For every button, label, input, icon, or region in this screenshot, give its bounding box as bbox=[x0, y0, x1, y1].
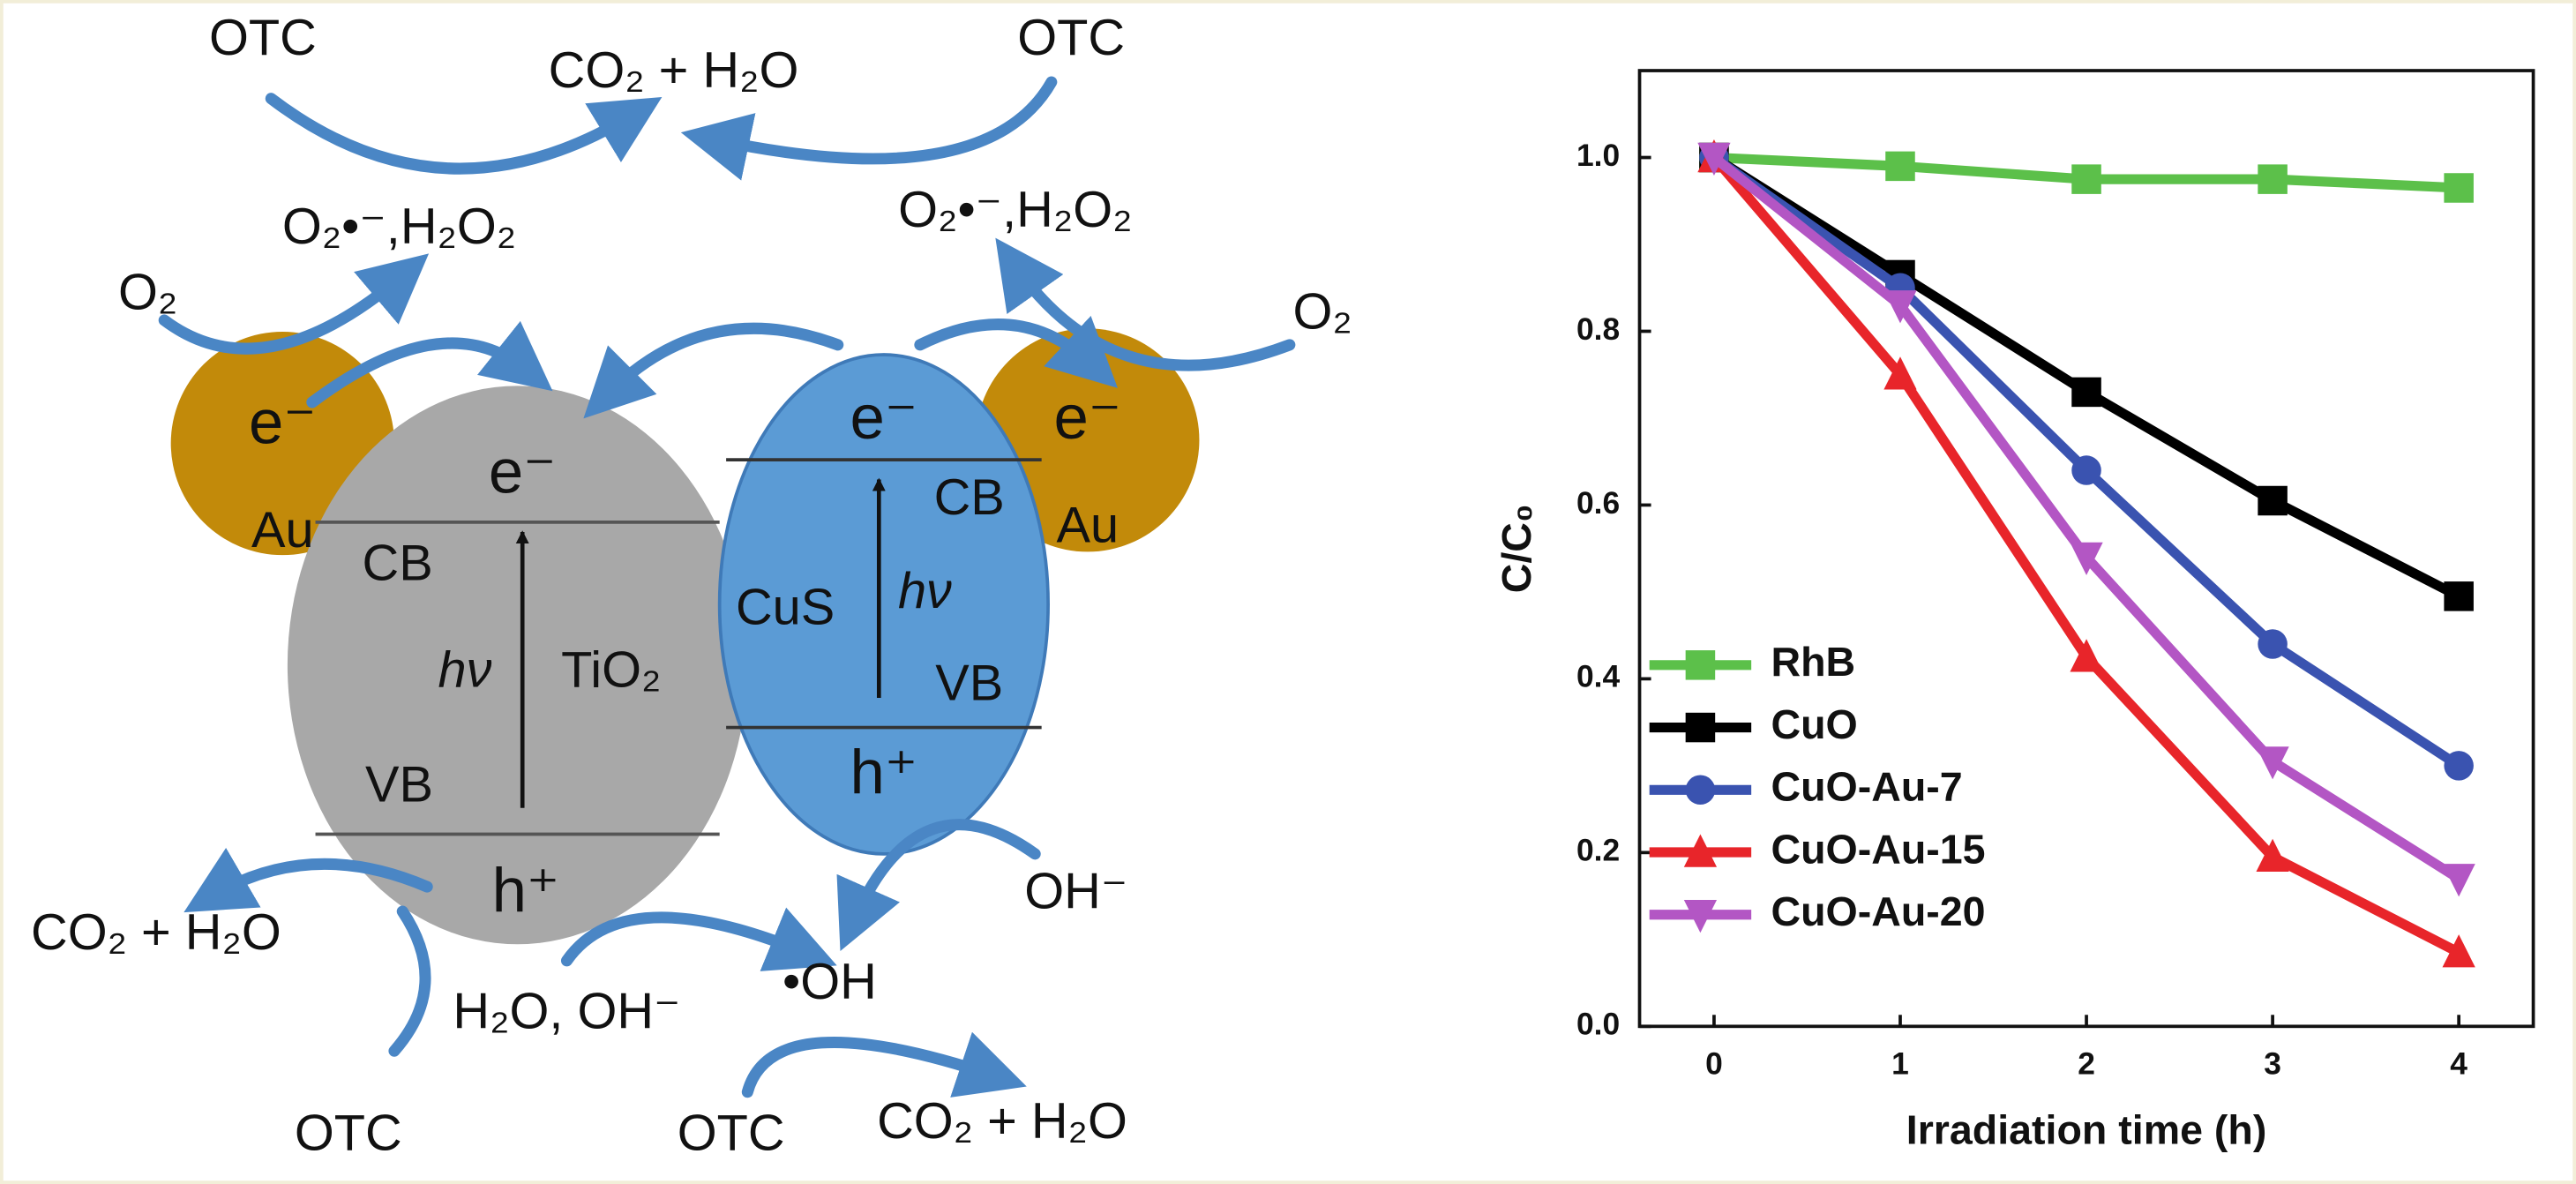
label: e⁻ bbox=[489, 436, 557, 506]
label: O₂•⁻,H₂O₂ bbox=[282, 199, 516, 255]
electron-arrow bbox=[914, 315, 1118, 388]
label: e⁻ bbox=[1053, 382, 1121, 452]
y-tick-label: 0.0 bbox=[1576, 1008, 1620, 1042]
series-line bbox=[1711, 153, 2461, 601]
reaction-arrow bbox=[183, 847, 433, 913]
legend-marker bbox=[1685, 712, 1716, 743]
label: O₂•⁻,H₂O₂ bbox=[898, 182, 1132, 238]
legend-label: CuO-Au-20 bbox=[1771, 888, 1986, 934]
y-tick-label: 0.6 bbox=[1576, 486, 1620, 521]
y-tick-label: 0.8 bbox=[1576, 312, 1620, 347]
marker bbox=[2442, 864, 2475, 897]
reaction-arrow bbox=[265, 93, 663, 175]
legend-marker bbox=[1683, 899, 1718, 933]
x-tick-label: 3 bbox=[2264, 1046, 2281, 1081]
marker bbox=[2444, 581, 2474, 611]
x-axis-label: Irradiation time (h) bbox=[1906, 1107, 2267, 1153]
label: OTC bbox=[209, 10, 317, 66]
x-tick-label: 2 bbox=[2078, 1046, 2095, 1081]
marker bbox=[1885, 151, 1915, 182]
marker bbox=[2258, 164, 2288, 194]
reaction-arrow bbox=[560, 907, 837, 971]
reaction-arrow bbox=[158, 253, 430, 355]
label: TiO₂ bbox=[561, 641, 661, 698]
y-tick-label: 0.4 bbox=[1576, 660, 1621, 694]
reaction-arrow bbox=[388, 905, 431, 1057]
marker bbox=[2256, 746, 2289, 780]
electron-arrow bbox=[583, 322, 844, 419]
label: h⁺ bbox=[850, 737, 918, 806]
marker bbox=[2444, 751, 2474, 781]
legend-marker bbox=[1685, 775, 1716, 806]
x-tick-label: 1 bbox=[1891, 1046, 1909, 1081]
label: hν bbox=[438, 641, 492, 698]
label: e⁻ bbox=[249, 387, 317, 457]
marker bbox=[1883, 356, 1917, 390]
y-axis-label: C/C₀ bbox=[1494, 504, 1539, 593]
legend-label: RhB bbox=[1771, 639, 1856, 685]
marker bbox=[2070, 542, 2103, 575]
y-tick-label: 1.0 bbox=[1576, 139, 1620, 173]
legend-label: CuO-Au-15 bbox=[1771, 826, 1986, 872]
label: H₂O, OH⁻ bbox=[453, 984, 680, 1040]
marker bbox=[2258, 629, 2288, 659]
label: Au bbox=[251, 502, 314, 558]
marker bbox=[2256, 838, 2289, 873]
x-tick-label: 4 bbox=[2450, 1046, 2467, 1081]
legend-label: CuO-Au-7 bbox=[1771, 764, 1963, 810]
legend-marker bbox=[1685, 650, 1716, 680]
label: CuS bbox=[736, 580, 835, 636]
chart: 0.0 0.2 0.4 0.6 0.8 1.0 0 1 2 3 4 Irradiation time … bbox=[1494, 69, 2535, 1153]
label: CO₂ + H₂O bbox=[877, 1093, 1127, 1150]
label: Au bbox=[1057, 498, 1120, 554]
tio2-particle bbox=[287, 386, 748, 945]
label: •OH bbox=[783, 954, 877, 1010]
electron-arrow bbox=[306, 320, 553, 408]
x-tick-label: 0 bbox=[1705, 1046, 1723, 1081]
label: CO₂ + H₂O bbox=[549, 42, 799, 99]
reaction-arrow bbox=[680, 76, 1058, 181]
label: O₂ bbox=[1292, 284, 1352, 341]
marker bbox=[1883, 290, 1917, 324]
label: VB bbox=[935, 655, 1003, 711]
marker bbox=[2071, 164, 2101, 194]
label: OTC bbox=[295, 1105, 402, 1161]
marker bbox=[2444, 173, 2474, 203]
label: CB bbox=[363, 535, 433, 591]
legend-marker bbox=[1683, 834, 1718, 867]
label: VB bbox=[365, 757, 433, 813]
reaction-arrow bbox=[836, 819, 1041, 952]
diagram: OTC CO₂ + H₂O OTC O₂•⁻,H₂O₂ O₂•⁻,H₂O₂ O₂… bbox=[31, 10, 1352, 1161]
label: CB bbox=[934, 469, 1005, 526]
label: OTC bbox=[678, 1105, 785, 1161]
y-tick-label: 0.2 bbox=[1576, 834, 1620, 868]
label: OTC bbox=[1017, 10, 1125, 66]
label: CO₂ + H₂O bbox=[31, 904, 281, 961]
label: h⁺ bbox=[492, 855, 560, 925]
marker bbox=[2258, 485, 2288, 516]
label: hν bbox=[898, 563, 952, 619]
label: OH⁻ bbox=[1024, 864, 1127, 920]
marker bbox=[2071, 377, 2101, 408]
label: O₂ bbox=[118, 264, 177, 320]
legend-label: CuO bbox=[1771, 701, 1858, 747]
marker bbox=[2070, 639, 2103, 672]
reaction-arrow bbox=[995, 237, 1296, 371]
label: e⁻ bbox=[850, 382, 918, 452]
marker bbox=[2071, 455, 2101, 485]
marker bbox=[1697, 142, 1731, 176]
marker bbox=[2442, 934, 2475, 968]
reaction-arrow bbox=[741, 1031, 1027, 1098]
